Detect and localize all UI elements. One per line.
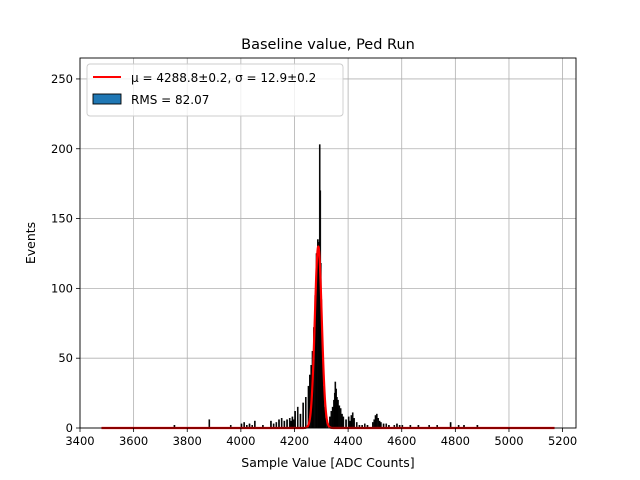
y-tick-label: 50	[58, 351, 73, 365]
x-tick-label: 3600	[119, 434, 148, 448]
legend-hist-patch	[92, 93, 122, 105]
histogram-bar	[339, 408, 342, 429]
legend-hist-label: RMS = 82.07	[131, 93, 209, 107]
histogram-bar	[373, 419, 375, 429]
legend-box	[86, 63, 344, 117]
histogram-bar	[302, 402, 304, 429]
histogram-bar	[347, 416, 350, 429]
plot-frame	[79, 57, 577, 429]
histogram-bar	[337, 399, 339, 429]
histogram-bar	[280, 418, 283, 429]
x-tick-label: 4800	[441, 434, 470, 448]
histogram-bar	[342, 416, 345, 429]
histogram-bar	[377, 418, 380, 429]
histogram-bar	[288, 418, 291, 429]
histogram-bar	[376, 413, 378, 429]
x-tick-label: 3400	[65, 434, 94, 448]
y-tick-label: 250	[51, 72, 73, 86]
x-axis-ticks: 3400 3600 3800 4000 4200 4400 4600 4800 5000 5200	[65, 428, 577, 448]
y-tick-label: 0	[66, 421, 73, 435]
y-tick-label: 100	[51, 281, 73, 295]
histogram-bar	[208, 419, 211, 429]
chart-title: Baseline value, Ped Run	[241, 37, 415, 53]
histogram-bar	[278, 419, 280, 429]
histogram-bar	[296, 406, 299, 429]
x-axis-label: Sample Value [ADC Counts]	[241, 455, 414, 470]
histogram-bar	[291, 416, 294, 429]
histogram-bar	[338, 405, 341, 429]
histogram-bar	[292, 419, 295, 429]
x-tick-label: 3800	[173, 434, 202, 448]
histogram-bar	[286, 419, 288, 429]
histogram-bar	[350, 415, 353, 429]
histogram-bar	[299, 413, 302, 429]
histogram-bar	[305, 397, 307, 429]
histogram-bar	[331, 406, 334, 429]
x-tick-label: 4400	[333, 434, 362, 448]
y-axis-label: Events	[23, 222, 38, 264]
histogram-bar	[341, 413, 343, 429]
y-tick-label: 150	[51, 212, 73, 226]
x-tick-label: 4000	[226, 434, 255, 448]
histogram-bar	[294, 411, 296, 429]
histogram-bar	[351, 412, 354, 429]
histogram-bar	[345, 419, 347, 429]
x-tick-label: 4600	[387, 434, 416, 448]
x-tick-label: 5000	[494, 434, 523, 448]
y-tick-label: 200	[51, 142, 73, 156]
x-tick-label: 5200	[548, 434, 577, 448]
histogram-bar	[374, 415, 377, 429]
histogram-bar	[330, 411, 333, 429]
y-axis-ticks: 0 50 100 150 200 250	[51, 72, 80, 435]
legend: μ = 4288.8±0.2, σ = 12.9±0.2 RMS = 82.07	[86, 63, 344, 117]
legend-fit-label: μ = 4288.8±0.2, σ = 12.9±0.2	[131, 71, 316, 85]
histogram-bar	[353, 418, 355, 429]
x-tick-label: 4200	[280, 434, 309, 448]
